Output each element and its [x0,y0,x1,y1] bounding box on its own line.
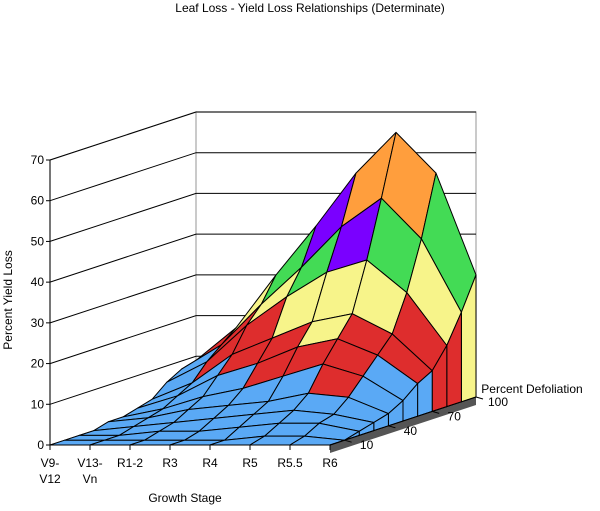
z-axis-label: Percent Defoliation [481,382,582,396]
y-tick-label: 10 [31,397,45,411]
y-tick-label: 40 [31,275,45,289]
x-tick-label: V9- [41,456,60,470]
y-tick-label: 70 [31,153,45,167]
y-tick-label: 60 [31,194,45,208]
x-tick-label: V13- [77,456,102,470]
z-tick-label: 10 [360,438,374,452]
z-tick-label: 40 [404,424,418,438]
x-tick-label: R1-2 [117,456,143,470]
gridline [49,111,476,161]
y-tick-label: 0 [37,438,44,452]
x-tick-label-line2: Vn [83,472,98,486]
x-tick-label: R6 [322,456,338,470]
z-tick-mark [475,396,484,400]
z-tick-label: 70 [448,409,462,423]
z-tick-mark [432,410,440,414]
x-tick-label: R5.5 [277,456,303,470]
x-tick-label-line2: V12 [39,472,61,486]
chart-title: Leaf Loss - Yield Loss Relationships (De… [175,1,444,15]
z-tick-mark [388,425,396,429]
z-tick-label: 100 [488,395,508,409]
z-tick-labels: 10 40 70 100 [329,395,508,452]
x-tick-label: R4 [202,456,218,470]
gridlines [49,111,476,445]
z-axis-line [329,396,477,446]
y-axis-label: Percent Yield Loss [1,250,15,349]
floor-edge [330,397,476,453]
yield-loss-surface [49,131,477,446]
y-tick-labels: 0 10 20 30 40 50 60 70 [31,153,50,452]
x-tick-labels: V9- V12 V13- Vn R1-2 R3 R4 R5 R5.5 R6 [39,444,338,486]
z-tick-mark [344,439,352,443]
x-tick-label: R5 [242,456,258,470]
x-tick-label: R3 [162,456,178,470]
y-tick-label: 30 [31,316,45,330]
y-tick-label: 20 [31,357,45,371]
x-axis-label: Growth Stage [148,491,222,505]
y-tick-label: 50 [31,234,45,248]
